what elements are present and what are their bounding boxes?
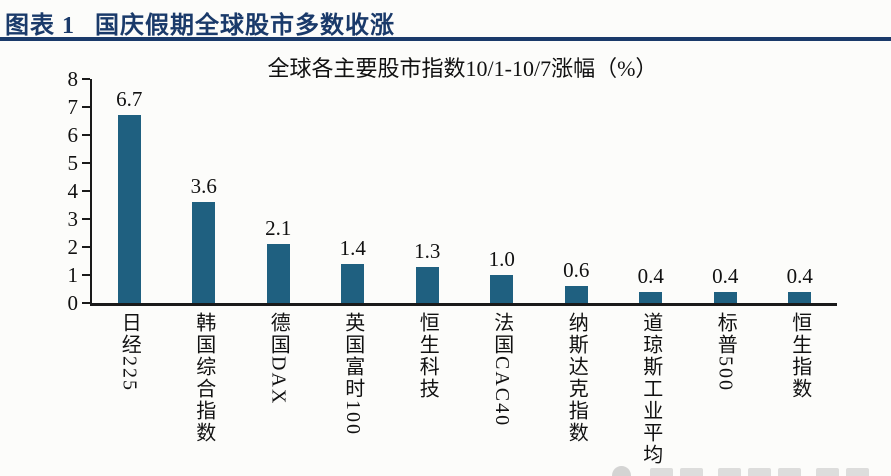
bar-value-label: 3.6	[190, 174, 217, 198]
bar-value-label: 1.4	[339, 236, 366, 260]
bar-value-label: 0.4	[786, 264, 813, 288]
figure-number-label: 图表 1	[5, 13, 75, 39]
watermark-glyph	[680, 468, 703, 476]
x-axis-label: 恒生指数	[788, 312, 811, 400]
y-tick-label: 8	[67, 67, 79, 91]
y-tick-label: 3	[67, 207, 79, 231]
bar-value-label: 0.4	[637, 264, 664, 288]
y-tick-mark	[82, 218, 90, 220]
watermark-glyph	[816, 468, 839, 476]
watermark-glyph	[778, 468, 801, 476]
bar	[564, 286, 588, 303]
y-tick-mark	[82, 302, 90, 304]
y-tick-mark	[82, 106, 90, 108]
x-axis-label: 英国富时100	[341, 312, 364, 436]
x-axis-label: 恒生科技	[416, 312, 439, 400]
y-tick-mark	[82, 274, 90, 276]
plot-area: 0 1 2 3 4 5 6 7 8 6.7 日经225 3.6 韩国综合指数 2.1 德国DAX 1.4 英国富…	[68, 67, 837, 466]
bar	[713, 292, 737, 303]
watermark-glyph	[748, 468, 771, 476]
y-tick-mark	[82, 162, 90, 164]
x-axis-label: 韩国综合指数	[192, 312, 215, 444]
watermark-glyph	[846, 468, 869, 476]
bar	[192, 202, 216, 303]
bar	[639, 292, 663, 303]
header-divider	[0, 37, 891, 41]
y-tick-label: 5	[67, 151, 79, 175]
x-axis-label: 纳斯达克指数	[565, 312, 588, 444]
bar-value-label: 6.7	[116, 87, 143, 111]
bar	[117, 115, 141, 303]
x-axis-label: 日经225	[118, 312, 141, 392]
y-tick-mark	[82, 190, 90, 192]
bar	[341, 264, 365, 303]
y-tick-mark	[82, 246, 90, 248]
bar-value-label: 2.1	[265, 216, 292, 240]
watermark-glyph	[650, 468, 673, 476]
x-axis-label: 标普500	[714, 312, 737, 392]
bar	[266, 244, 290, 303]
y-tick-label: 6	[67, 123, 79, 147]
x-axis-label: 道琼斯工业平均	[639, 312, 662, 466]
bar	[788, 292, 812, 303]
y-tick-label: 1	[67, 263, 79, 287]
watermark-logo-icon	[612, 466, 631, 476]
bar	[415, 267, 439, 303]
bar-value-label: 1.0	[488, 247, 515, 271]
y-tick-mark	[82, 134, 90, 136]
bar-value-label: 0.6	[563, 258, 590, 282]
figure-title: 国庆假期全球股市多数收涨	[95, 13, 395, 39]
chart-title: 全球各主要股市指数10/1-10/7涨幅（%）	[267, 56, 658, 81]
x-axis-label: 法国CAC40	[490, 312, 513, 428]
x-axis-label: 德国DAX	[267, 312, 290, 406]
bar	[490, 275, 514, 303]
bar-value-label: 1.3	[414, 239, 441, 263]
watermark-glyph	[718, 468, 741, 476]
y-tick-label: 2	[67, 235, 79, 259]
y-tick-label: 0	[67, 291, 79, 315]
figure-header: 图表 1 国庆假期全球股市多数收涨	[5, 5, 395, 40]
y-tick-label: 7	[67, 95, 79, 119]
y-tick-mark	[82, 78, 90, 80]
bar-value-label: 0.4	[712, 264, 739, 288]
y-tick-label: 4	[67, 179, 79, 203]
